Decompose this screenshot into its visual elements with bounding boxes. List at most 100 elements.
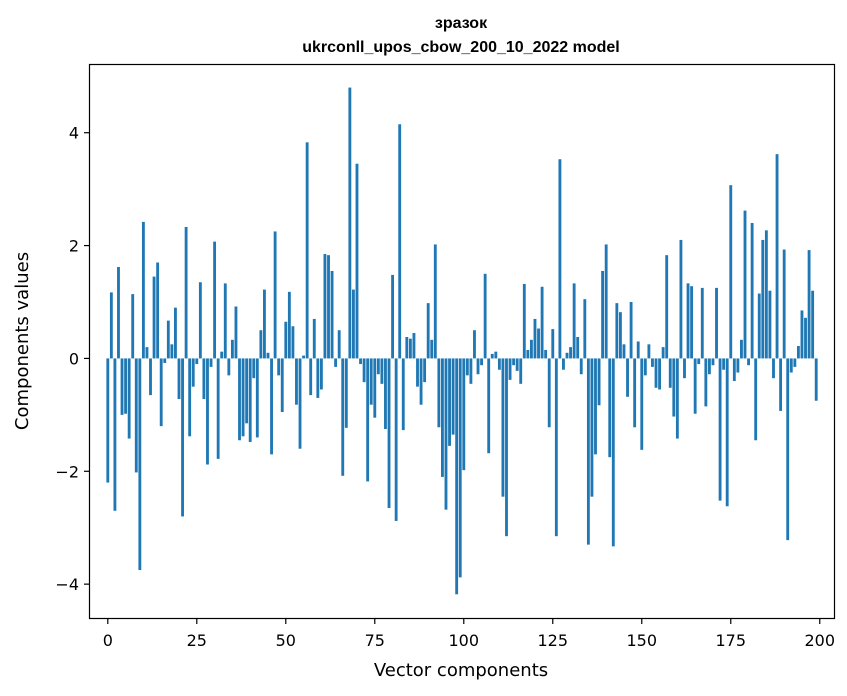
- bar: [255, 358, 259, 438]
- bar: [804, 317, 807, 359]
- bar: [302, 355, 306, 359]
- bar: [109, 292, 113, 359]
- bar: [298, 358, 302, 449]
- bar: [551, 329, 555, 359]
- bar: [729, 185, 733, 359]
- bar: [665, 255, 669, 359]
- plot-frame: [88, 63, 836, 620]
- bar: [141, 221, 145, 359]
- bar: [344, 358, 348, 428]
- bar: [334, 358, 338, 367]
- bar: [508, 358, 512, 380]
- bar: [405, 336, 409, 359]
- bar: [686, 283, 690, 359]
- bar: [586, 358, 590, 545]
- bar: [757, 293, 761, 359]
- bar: [277, 358, 281, 376]
- bar: [273, 231, 277, 359]
- bar: [647, 344, 651, 359]
- bar: [127, 358, 131, 439]
- bar: [533, 318, 537, 359]
- bar: [611, 358, 615, 547]
- bar: [423, 358, 427, 383]
- bar: [138, 358, 142, 571]
- bar: [722, 358, 726, 370]
- bar: [195, 358, 199, 365]
- bar: [166, 320, 170, 359]
- x-tick-label: 50: [276, 631, 296, 650]
- bar: [740, 339, 743, 359]
- bar: [359, 358, 362, 365]
- chart-subtitle: ukrconll_upos_cbow_200_10_2022 model: [302, 39, 619, 56]
- bar: [106, 358, 110, 483]
- bar: [480, 358, 484, 366]
- bar: [594, 358, 597, 455]
- bar: [675, 358, 679, 439]
- bar: [387, 358, 391, 508]
- bar: [537, 328, 540, 359]
- bar: [529, 339, 533, 359]
- bar: [245, 358, 249, 424]
- bar: [558, 159, 562, 359]
- bar: [608, 358, 612, 458]
- bar: [319, 358, 323, 390]
- bar: [658, 358, 661, 390]
- y-axis-label: Components values: [12, 252, 33, 430]
- bar: [683, 358, 686, 379]
- bar: [519, 358, 523, 384]
- bar: [618, 312, 622, 359]
- bar: [633, 358, 637, 428]
- bar: [636, 341, 640, 359]
- bar: [793, 358, 797, 367]
- bar: [501, 358, 505, 497]
- bar: [408, 338, 412, 359]
- bar: [597, 358, 601, 406]
- x-tick-label: 0: [103, 631, 113, 650]
- bar: [223, 283, 227, 359]
- bar: [697, 358, 701, 365]
- bar: [220, 351, 224, 359]
- bar: [522, 283, 526, 359]
- bar: [163, 358, 167, 363]
- x-tick-label: 175: [715, 631, 746, 650]
- bar: [718, 358, 722, 501]
- bar: [462, 358, 466, 471]
- bar: [437, 358, 441, 428]
- bar: [362, 358, 366, 383]
- bar: [764, 230, 768, 359]
- bar: [750, 223, 754, 359]
- bar: [430, 339, 434, 359]
- bar: [483, 273, 487, 359]
- bar: [323, 254, 327, 359]
- bar: [654, 358, 658, 388]
- bar: [768, 290, 772, 359]
- bar: [505, 358, 508, 537]
- bar: [191, 358, 195, 387]
- bar: [213, 241, 217, 359]
- bar: [626, 358, 629, 397]
- bar: [391, 274, 395, 359]
- bar: [198, 282, 202, 359]
- bar: [230, 339, 234, 359]
- bar: [565, 352, 569, 359]
- bar: [747, 358, 750, 366]
- bar: [583, 299, 587, 359]
- bar: [622, 344, 626, 359]
- bar: [448, 358, 451, 446]
- bar: [134, 358, 138, 473]
- bar: [761, 239, 765, 359]
- bar: [547, 358, 551, 428]
- y-tick-label: −2: [55, 462, 79, 481]
- bar: [305, 142, 309, 359]
- bar: [629, 302, 633, 359]
- y-tick-label: 0: [69, 349, 79, 368]
- bar: [679, 239, 683, 359]
- bar: [711, 358, 715, 366]
- bar: [177, 358, 181, 400]
- bar: [184, 226, 188, 359]
- bar: [754, 358, 758, 441]
- bar: [476, 358, 480, 375]
- bar: [572, 283, 576, 359]
